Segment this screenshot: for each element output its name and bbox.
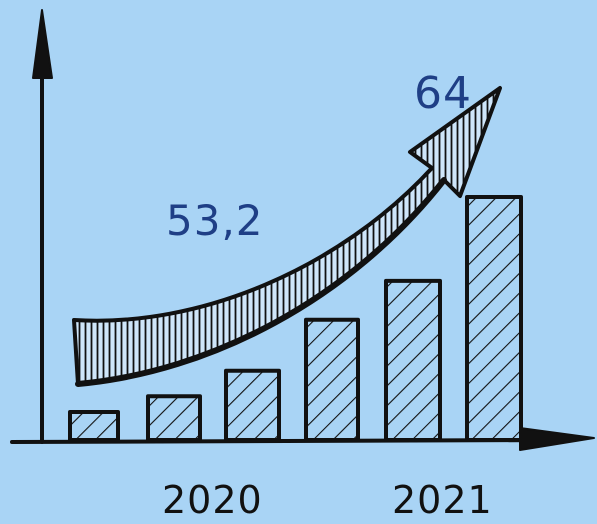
- bar-6: [465, 195, 523, 442]
- bar-3: [224, 368, 281, 442]
- bar-5: [384, 278, 442, 442]
- bar-1: [68, 410, 120, 442]
- x-tick-label-2020: 2020: [162, 478, 263, 522]
- bar-4: [304, 317, 360, 442]
- y-axis-arrowhead: [32, 9, 53, 79]
- bar-2: [146, 394, 202, 443]
- annotation-label-64: 64: [414, 68, 472, 119]
- x-tick-label-2021: 2021: [392, 478, 493, 522]
- x-axis-arrowhead: [519, 427, 595, 451]
- annotation-label-53-2: 53,2: [166, 196, 264, 245]
- x-axis-line: [10, 438, 562, 444]
- trend-arrow-underline: [75, 177, 447, 387]
